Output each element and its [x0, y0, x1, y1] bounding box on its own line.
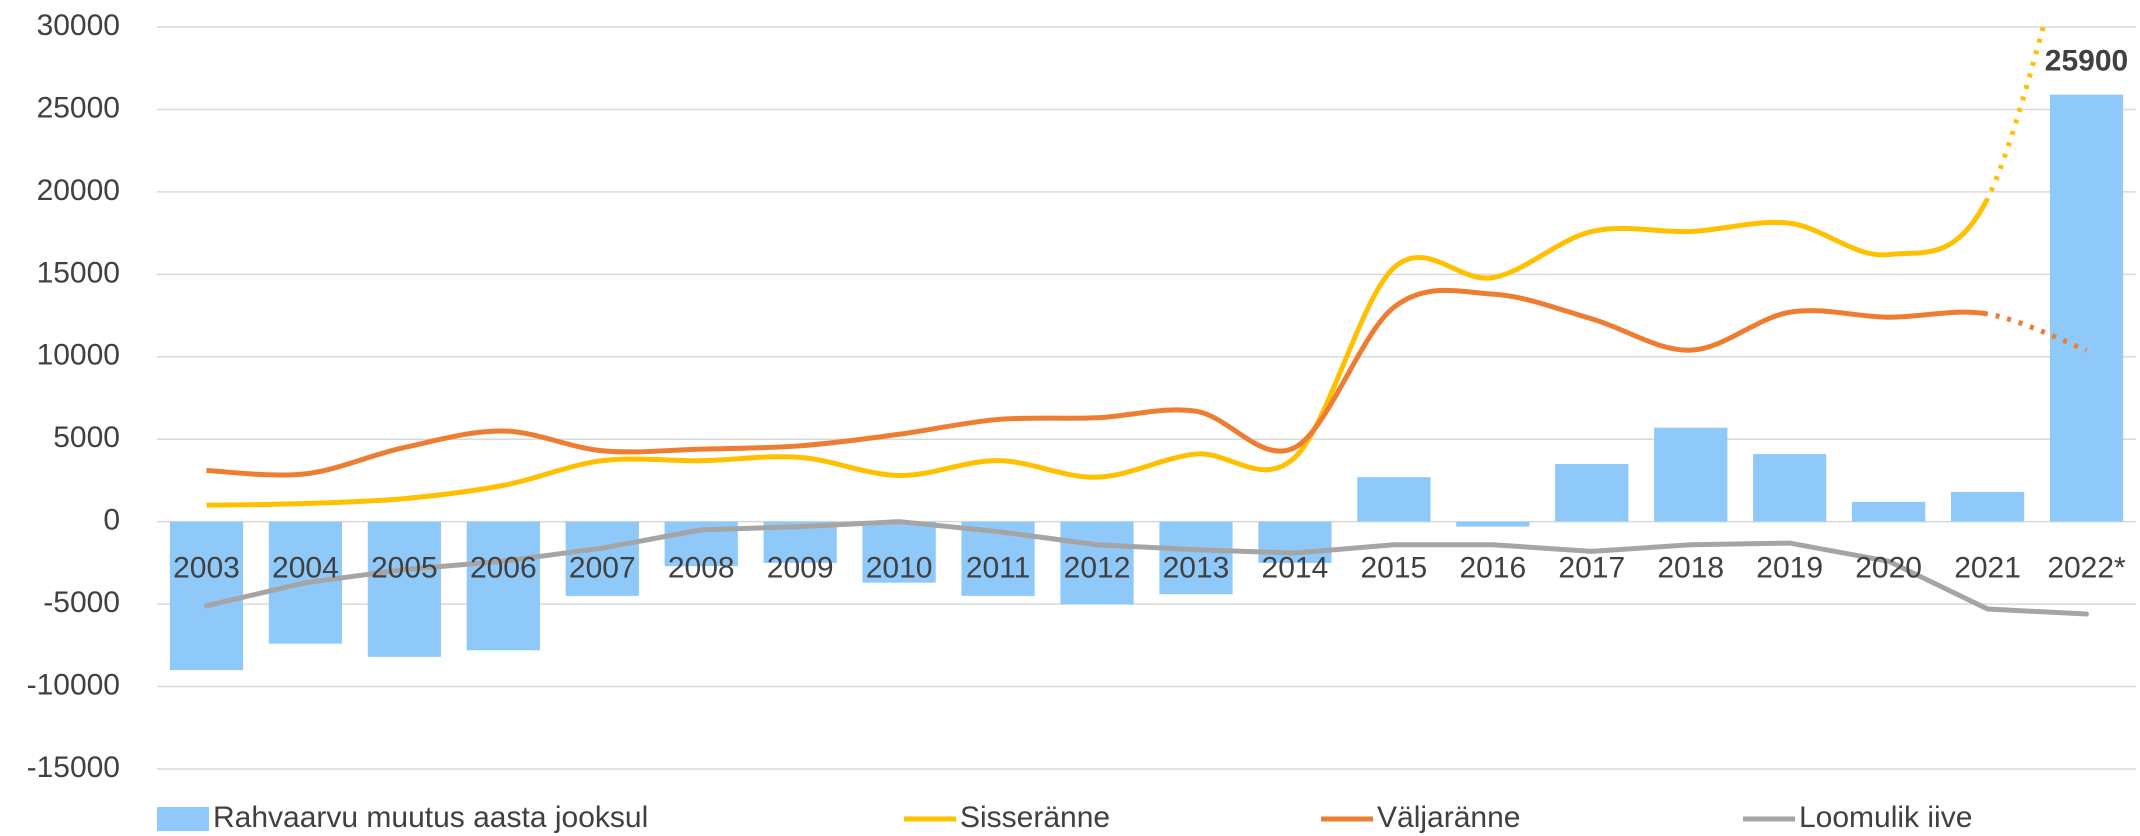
y-tick-label: -5000: [43, 586, 120, 619]
y-tick-label: 25000: [37, 91, 120, 124]
bar: [367, 521, 441, 657]
bar: [1555, 463, 1629, 522]
bar: [1456, 521, 1530, 527]
x-tick-label: 2008: [668, 552, 735, 585]
bar: [565, 521, 639, 596]
x-tick-label: 2018: [1657, 552, 1724, 585]
data-label: 25900: [2045, 45, 2128, 78]
x-tick-label: 2015: [1361, 552, 1428, 585]
plot-area: [169, 27, 2124, 671]
bar: [2049, 94, 2124, 522]
line: [203, 519, 2090, 617]
labels: 25900 2003 2004 2005 2006 2007 2008 2009 2010 201…: [173, 45, 2128, 585]
legend-label: Rahvaarvu muutus aasta jooksul: [213, 801, 648, 834]
bar: [1258, 521, 1332, 563]
x-tick-label: 2017: [1558, 552, 1625, 585]
x-tick-label: 2013: [1163, 552, 1230, 585]
x-tick-label: 2022*: [2047, 552, 2126, 585]
bar: [1950, 491, 2025, 522]
y-tick-label: 5000: [53, 421, 120, 454]
y-tick-label: 15000: [37, 256, 120, 289]
bar: [466, 521, 540, 651]
y-tick-label: 0: [103, 504, 120, 537]
x-tick-label: 2003: [173, 552, 240, 585]
x-tick-label: 2009: [767, 552, 834, 585]
x-tick-label: 2019: [1756, 552, 1823, 585]
y-tick-label: 20000: [37, 174, 120, 207]
bar: [1159, 521, 1233, 595]
x-tick-label: 2020: [1855, 552, 1922, 585]
line: [206, 27, 2046, 508]
y-tick-label: 10000: [37, 339, 120, 372]
y-tick-label: 30000: [37, 9, 120, 42]
bar: [1060, 521, 1134, 605]
bar: [1852, 501, 1926, 522]
legend-swatch: [157, 807, 209, 831]
bar: [1357, 477, 1431, 522]
y-tick-label: -10000: [27, 668, 120, 701]
x-tick-label: 2011: [966, 552, 1031, 585]
bar: [1753, 454, 1827, 522]
bar: [169, 521, 244, 671]
bar: [1654, 427, 1728, 522]
y-tick-label: -15000: [27, 751, 120, 784]
x-tick-label: 2021: [1954, 552, 2021, 585]
x-tick-label: 2014: [1262, 552, 1329, 585]
x-tick-label: 2006: [470, 552, 537, 585]
x-tick-label: 2010: [866, 552, 933, 585]
x-tick-label: 2004: [272, 552, 339, 585]
legend-label: Väljaränne: [1377, 801, 1520, 834]
x-tick-label: 2007: [569, 552, 636, 585]
bar: [862, 521, 936, 583]
line: [206, 287, 2088, 478]
x-tick-label: 2012: [1064, 552, 1131, 585]
legend-label: Sisseränne: [960, 801, 1110, 834]
legend-label: Loomulik iive: [1799, 801, 1972, 834]
x-tick-label: 2005: [371, 552, 438, 585]
legend: Rahvaarvu muutus aasta jooksul Sisseränne…: [157, 801, 1972, 834]
x-tick-label: 2016: [1459, 552, 1526, 585]
